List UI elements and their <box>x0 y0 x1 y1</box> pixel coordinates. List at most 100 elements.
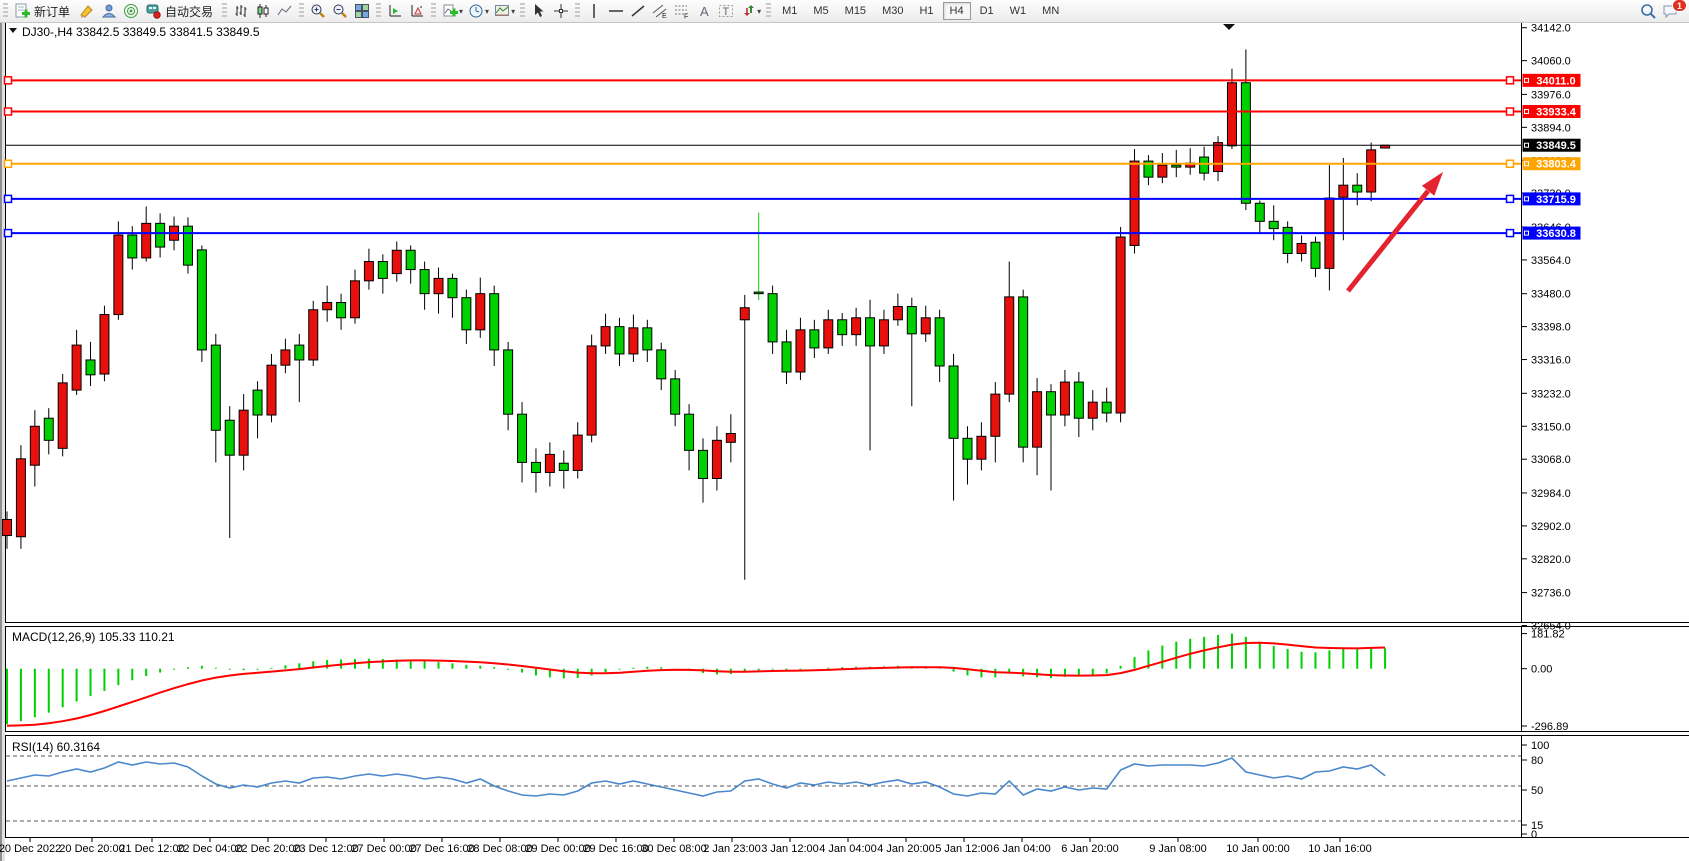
rsi-panel: 100 80 50 150 <box>6 740 1549 841</box>
time-axis-label: 23 Dec 12:00 <box>293 843 358 855</box>
tile-windows-icon[interactable] <box>351 1 373 21</box>
timeframe-M15[interactable]: M15 <box>838 2 873 20</box>
bar-chart-icon[interactable] <box>230 1 252 21</box>
text-label-icon[interactable]: T <box>715 1 737 21</box>
price-tag-label: 33715.9 <box>1536 194 1576 206</box>
vertical-line-icon[interactable] <box>583 1 605 21</box>
hline-handle[interactable] <box>1505 107 1515 116</box>
new-chart-dropdown[interactable]: ▾ <box>459 6 464 16</box>
profile-icon[interactable] <box>98 1 120 21</box>
arrange-horizontal-icon[interactable] <box>406 1 428 21</box>
time-axis-label: 21 Dec 12:00 <box>119 843 184 855</box>
price-tick: 33398.0 <box>1531 322 1571 334</box>
toolbar-grip <box>3 3 8 19</box>
trend-arrow[interactable] <box>1346 189 1430 293</box>
candle-chart-icon[interactable] <box>252 1 274 21</box>
timeframe-H4[interactable]: H4 <box>942 2 971 20</box>
zoom-out-icon[interactable] <box>329 1 351 21</box>
hline-handle[interactable] <box>1505 76 1515 85</box>
hline-handle[interactable] <box>1505 194 1515 204</box>
price-tag-label: 33803.4 <box>1536 159 1577 171</box>
timeframe-M1[interactable]: M1 <box>775 2 804 20</box>
text-icon[interactable]: A <box>693 1 715 21</box>
candles-group <box>2 49 1391 580</box>
new-order-button[interactable] <box>11 1 33 21</box>
time-axis-label: 20 Dec 20:00 <box>59 843 124 855</box>
hline-handle[interactable] <box>3 228 13 238</box>
horizontal-line-icon[interactable] <box>605 1 627 21</box>
time-axis-label: 29 Dec 00:00 <box>525 843 590 855</box>
toolbar-grip <box>299 3 305 19</box>
cursor-icon[interactable] <box>528 1 550 21</box>
notifications-button[interactable]: 1 <box>1659 0 1687 21</box>
new-order-label[interactable]: 新订单 <box>34 4 71 19</box>
template-dropdown[interactable]: ▾ <box>511 6 516 16</box>
search-icon[interactable] <box>1637 1 1659 21</box>
timeframe-M5[interactable]: M5 <box>806 2 835 20</box>
time-axis-label: 3 Jan 12:00 <box>761 843 819 855</box>
macd-axis-label: 181.82 <box>1531 629 1565 641</box>
autotrading-icon[interactable] <box>142 1 164 21</box>
price-tick: 33564.0 <box>1531 255 1571 267</box>
price-tick: 33894.0 <box>1531 122 1571 134</box>
notification-badge: 1 <box>1672 0 1687 12</box>
price-axis[interactable]: 34142.034060.033976.033894.033812.033730… <box>1521 23 1581 633</box>
chart-template-icon[interactable] <box>491 1 513 21</box>
rsi-line <box>6 757 1386 797</box>
zoom-in-icon[interactable] <box>307 1 329 21</box>
symbol-dropdown-icon[interactable] <box>9 28 17 33</box>
hline-handle[interactable] <box>1505 159 1515 168</box>
time-axis-label: 9 Jan 08:00 <box>1149 843 1207 855</box>
signal-icon[interactable] <box>120 1 142 21</box>
time-axis-label: 2 Jan 23:00 <box>703 843 761 855</box>
chart-title: DJ30-,H4 33842.5 33849.5 33841.5 33849.5 <box>22 25 260 39</box>
timeframe-D1[interactable]: D1 <box>973 2 1001 20</box>
timeframe-H1[interactable]: H1 <box>912 2 940 20</box>
rsi-axis-label: 100 <box>1531 740 1549 752</box>
rsi-axis-label: 0 <box>1531 829 1537 841</box>
price-tick: 33232.0 <box>1531 388 1571 400</box>
time-axis-label: 6 Jan 20:00 <box>1061 843 1119 855</box>
time-axis-label: 4 Jan 20:00 <box>877 843 935 855</box>
horizontal-level-lines[interactable] <box>3 76 1522 238</box>
periods-dropdown[interactable]: ▾ <box>485 6 490 16</box>
timeframe-W1[interactable]: W1 <box>1003 2 1034 20</box>
price-tick: 32736.0 <box>1531 588 1571 600</box>
hline-handle[interactable] <box>3 107 13 116</box>
hline-handle[interactable] <box>1505 228 1515 238</box>
periods-clock-icon[interactable] <box>465 1 487 21</box>
timeframe-MN[interactable]: MN <box>1035 2 1066 20</box>
timeframe-M30[interactable]: M30 <box>875 2 910 20</box>
autotrading-label[interactable]: 自动交易 <box>165 4 214 19</box>
price-tag <box>1522 105 1581 119</box>
price-tag <box>1522 138 1581 152</box>
new-order-icon <box>15 3 30 18</box>
macd-panel: 181.82 0.00 -296.89 <box>6 629 1568 733</box>
time-axis-label: 6 Jan 04:00 <box>993 843 1051 855</box>
price-tick: 33976.0 <box>1531 89 1571 101</box>
arrange-vertical-icon[interactable] <box>384 1 406 21</box>
chart-shift-marker[interactable] <box>1223 24 1235 30</box>
time-axis-label: 10 Jan 00:00 <box>1226 843 1290 855</box>
trendline-icon[interactable] <box>627 1 649 21</box>
price-tag <box>1522 192 1581 206</box>
time-axis-label: 4 Jan 04:00 <box>819 843 877 855</box>
fibonacci-icon[interactable]: F <box>671 1 693 21</box>
equidistant-channel-icon[interactable]: E <box>649 1 671 21</box>
new-chart-icon[interactable] <box>439 1 461 21</box>
crayon-icon[interactable] <box>76 1 98 21</box>
hline-handle[interactable] <box>3 76 13 85</box>
hline-handle[interactable] <box>3 194 13 204</box>
price-tag <box>1522 73 1581 87</box>
price-tag <box>1522 157 1581 171</box>
macd-axis-label: 0.00 <box>1531 664 1552 676</box>
svg-text:T: T <box>723 6 730 18</box>
crosshair-icon[interactable] <box>550 1 572 21</box>
arrows-dropdown[interactable]: ▾ <box>757 6 762 16</box>
hline-handle[interactable] <box>3 159 13 168</box>
toolbar-grip <box>575 3 581 19</box>
arrows-icon[interactable] <box>737 1 759 21</box>
line-chart-icon[interactable] <box>274 1 296 21</box>
